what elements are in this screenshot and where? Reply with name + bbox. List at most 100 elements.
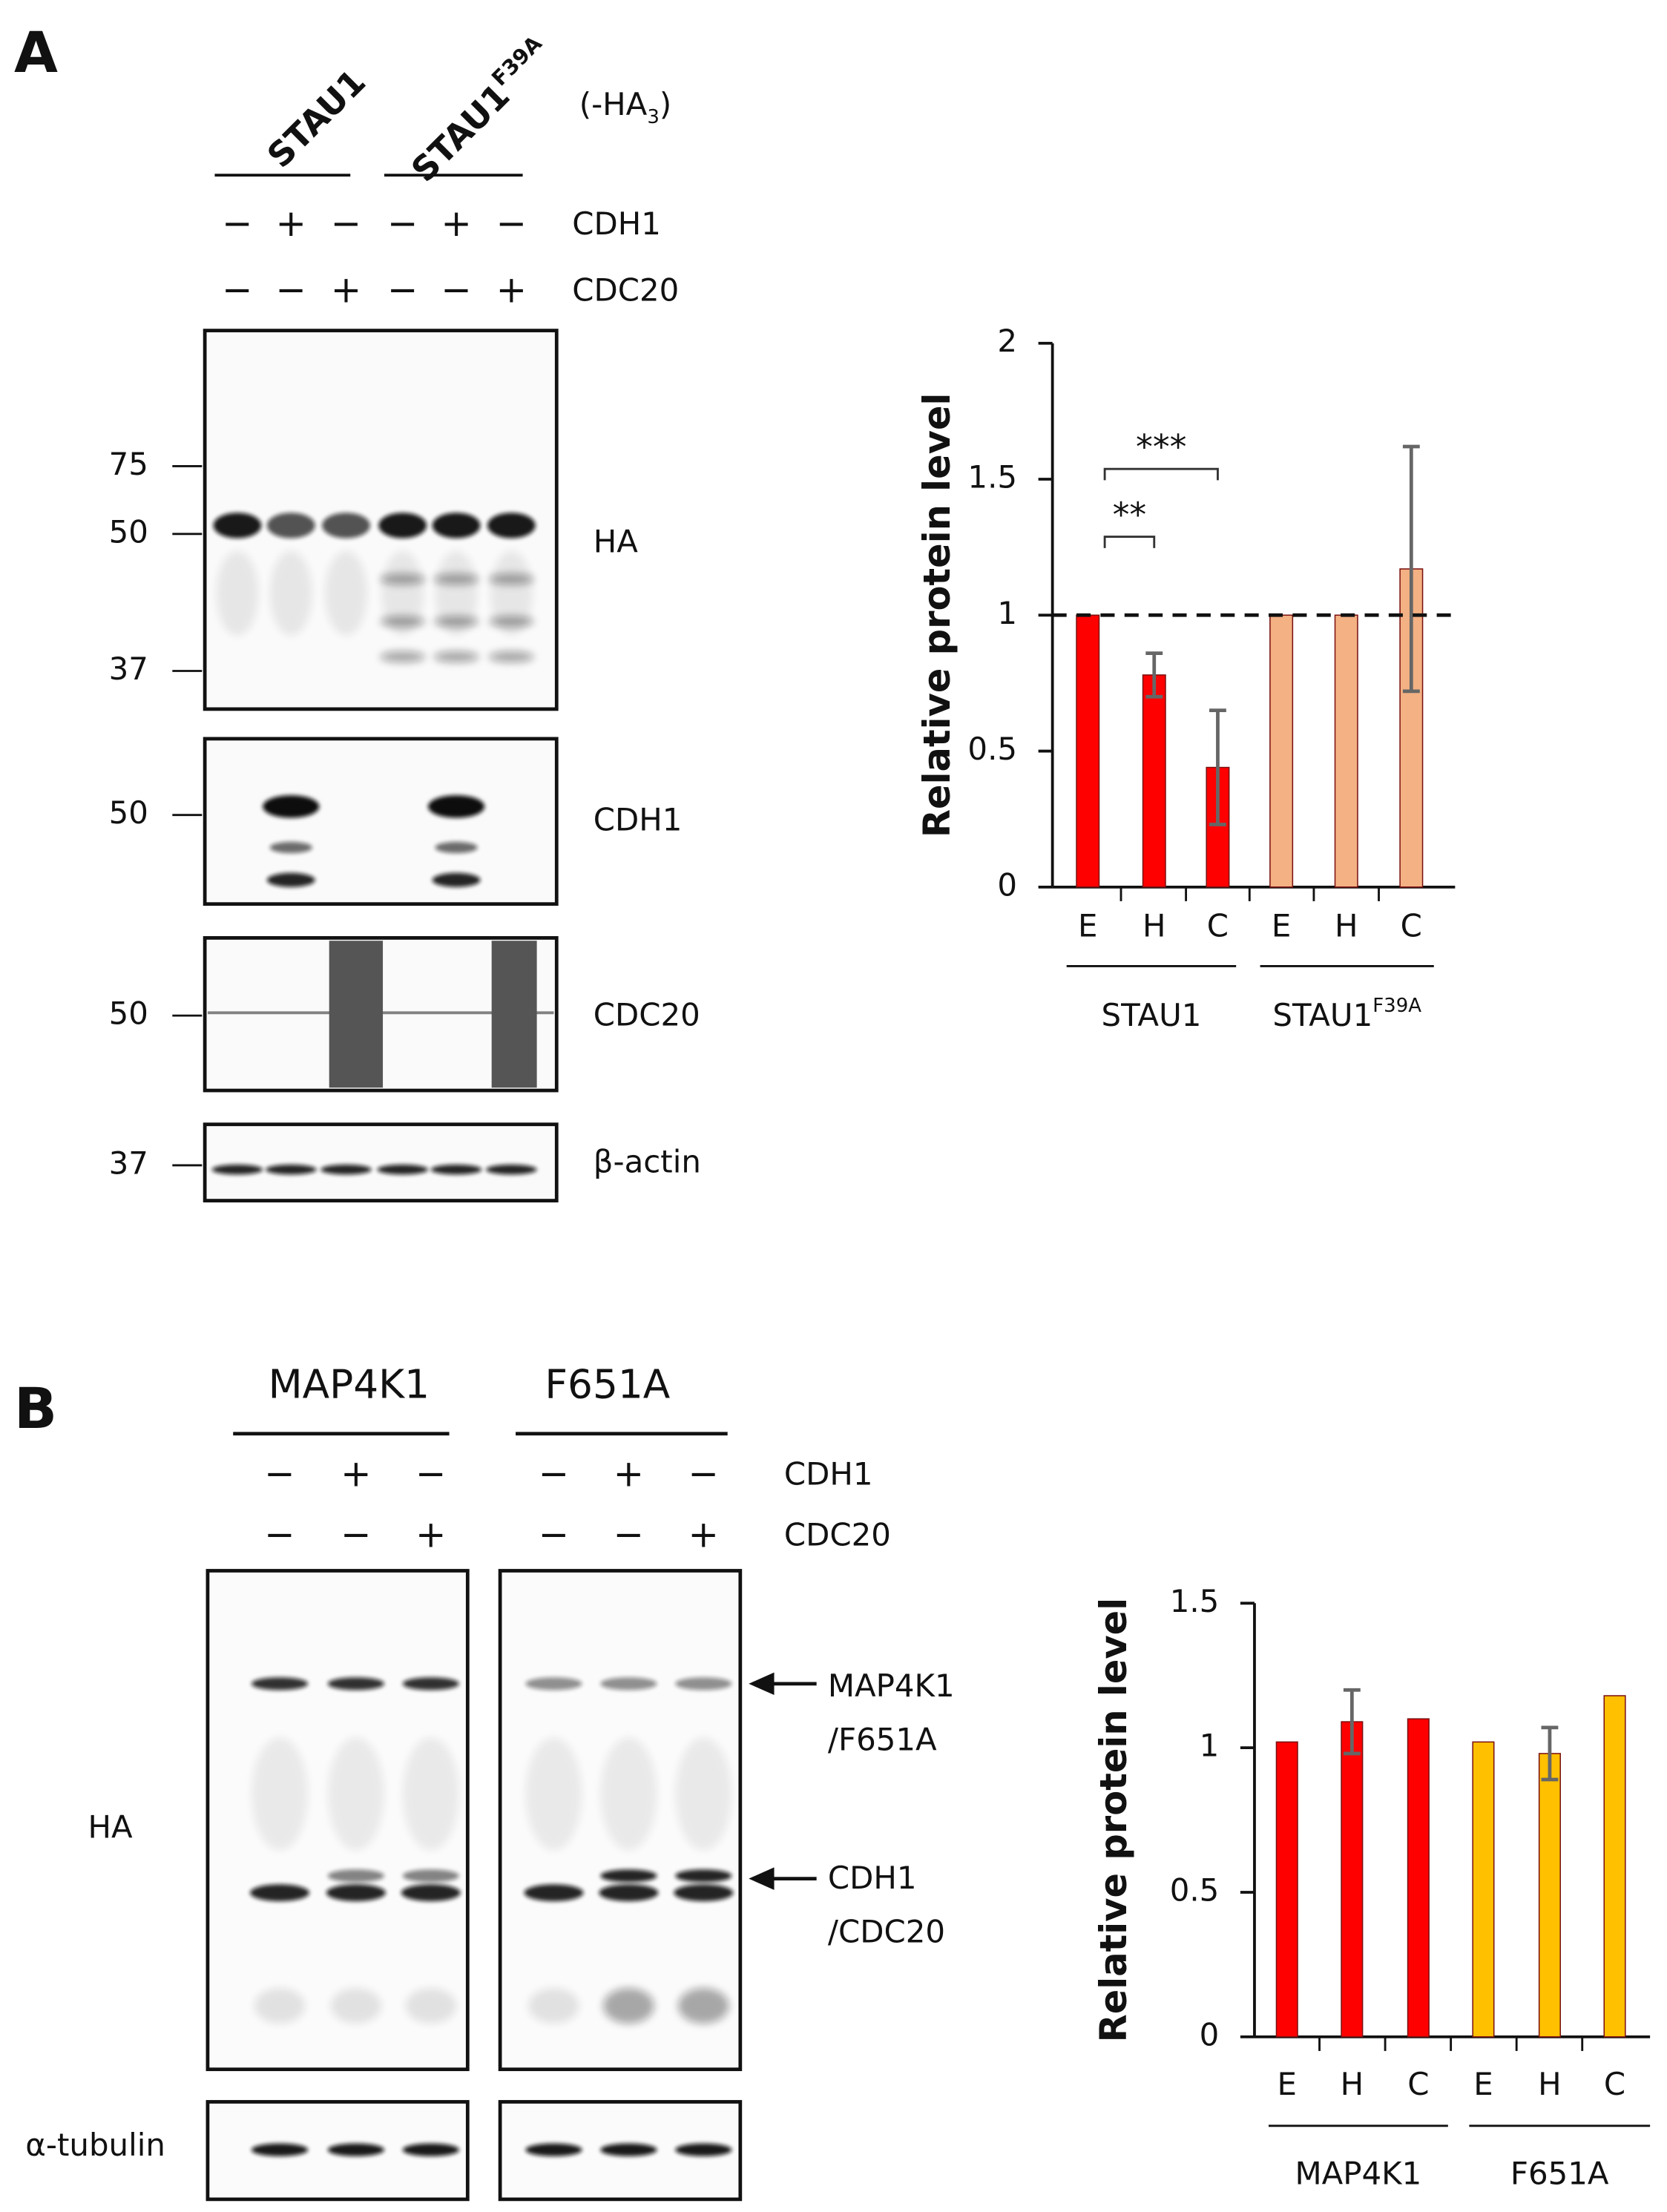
sign: −: [222, 269, 252, 312]
blot-band: [674, 1884, 734, 1902]
blot-band: [327, 1869, 384, 1883]
blot-band: [402, 2143, 459, 2156]
blot-band: [402, 1737, 459, 1851]
blot-band: [378, 513, 427, 539]
error-bar: [1145, 651, 1163, 699]
blot-band: [490, 550, 533, 636]
legend-group-label: STAU1F39A: [1272, 995, 1421, 1033]
x-tick-label: H: [1142, 908, 1166, 944]
text-part: ): [660, 85, 671, 122]
bar: [1472, 1741, 1495, 2038]
y-tick-label: 1: [1200, 1728, 1220, 1764]
blot-band: [327, 2143, 384, 2156]
blot-band: [600, 1737, 657, 1851]
x-tick-label: E: [1473, 2066, 1493, 2102]
blot-band: [377, 1165, 428, 1175]
blot-band: [320, 1165, 372, 1175]
sign: +: [331, 269, 361, 312]
blot-band: [427, 795, 485, 818]
blot-band: [266, 872, 315, 887]
marker-label: 50: [109, 794, 148, 831]
x-tick-label: H: [1341, 2066, 1364, 2102]
bar: [1269, 614, 1294, 888]
bar: [1538, 1753, 1561, 2038]
legend-group-label: STAU1: [1102, 997, 1202, 1033]
arrow-head: [749, 1672, 775, 1696]
sign: +: [415, 1512, 446, 1556]
blot-band: [599, 1884, 659, 1902]
blot-band: [251, 2143, 309, 2156]
marker-label: 37: [109, 651, 148, 687]
blot-band: [251, 1737, 309, 1851]
blot-band: [488, 651, 534, 663]
blot-band: [435, 550, 478, 636]
marker-label: 37: [109, 1145, 148, 1181]
blot-band: [329, 941, 384, 1088]
blot-band: [402, 1869, 459, 1883]
y-tick-label: 0.5: [967, 731, 1017, 767]
blot-label: HA: [88, 1808, 132, 1845]
blot-band: [381, 550, 424, 636]
blot-band: [675, 1677, 732, 1691]
condition-label: CDC20: [572, 272, 679, 309]
blot-band: [675, 2143, 732, 2156]
bar: [1603, 1695, 1626, 2038]
text-part: STAU1: [1102, 997, 1202, 1033]
blot-band: [435, 841, 478, 854]
x-tick-label: H: [1538, 2066, 1562, 2102]
sign: +: [496, 269, 527, 312]
text-part: STAU1: [1272, 997, 1372, 1033]
blot-band: [216, 550, 259, 636]
blot-band: [263, 795, 320, 818]
error-bar: [1343, 1688, 1361, 1756]
sign: +: [341, 1452, 371, 1495]
blot-frame: [203, 737, 559, 906]
blot-label: CDC20: [594, 997, 700, 1033]
tag-label: (-HA3): [579, 85, 671, 128]
blot-band: [330, 1988, 382, 2024]
blot-band: [433, 651, 479, 663]
text-part: 3: [647, 105, 660, 128]
y-axis-title: Relative protein level: [1092, 1598, 1135, 2043]
blot-band: [405, 1988, 457, 2024]
blot-band: [327, 1677, 384, 1691]
sign: −: [441, 269, 471, 312]
blot-band: [675, 1869, 732, 1883]
bar: [1334, 614, 1358, 888]
blot-band: [432, 513, 481, 539]
sign: −: [387, 269, 418, 312]
sign: −: [264, 1452, 295, 1495]
sign: −: [688, 1452, 719, 1495]
group-label: STAU1: [260, 62, 373, 175]
blot-band: [269, 550, 312, 636]
sign: +: [614, 1452, 644, 1495]
significance-label: **: [1113, 495, 1147, 534]
blot-band: [213, 513, 262, 539]
blot-band: [432, 872, 481, 887]
blot-band: [251, 1677, 309, 1691]
significance-bracket: [1103, 536, 1156, 548]
condition-label: CDC20: [784, 1516, 891, 1553]
sign: +: [441, 202, 471, 245]
blot-label: HA: [594, 524, 638, 560]
error-bar: [1402, 444, 1420, 694]
error-bar: [1541, 1725, 1559, 1782]
legend-group-label: F651A: [1510, 2155, 1609, 2191]
blot-band: [254, 1988, 306, 2024]
blot-label: α-tubulin: [25, 2127, 165, 2163]
bar: [1275, 1741, 1298, 2038]
significance-label: ***: [1136, 427, 1187, 467]
group-label: MAP4K1: [269, 1362, 430, 1408]
blot-band: [487, 513, 536, 539]
y-tick-label: 1: [997, 595, 1017, 631]
x-tick-label: E: [1278, 2066, 1297, 2102]
blot-band: [678, 1988, 729, 2024]
bar: [1076, 614, 1100, 888]
sign: −: [222, 202, 252, 245]
sign: +: [276, 202, 306, 245]
blot-band: [324, 550, 368, 636]
sign: −: [496, 202, 527, 245]
text-part: MAP4K1: [1295, 2155, 1422, 2191]
blot-band: [211, 1165, 263, 1175]
